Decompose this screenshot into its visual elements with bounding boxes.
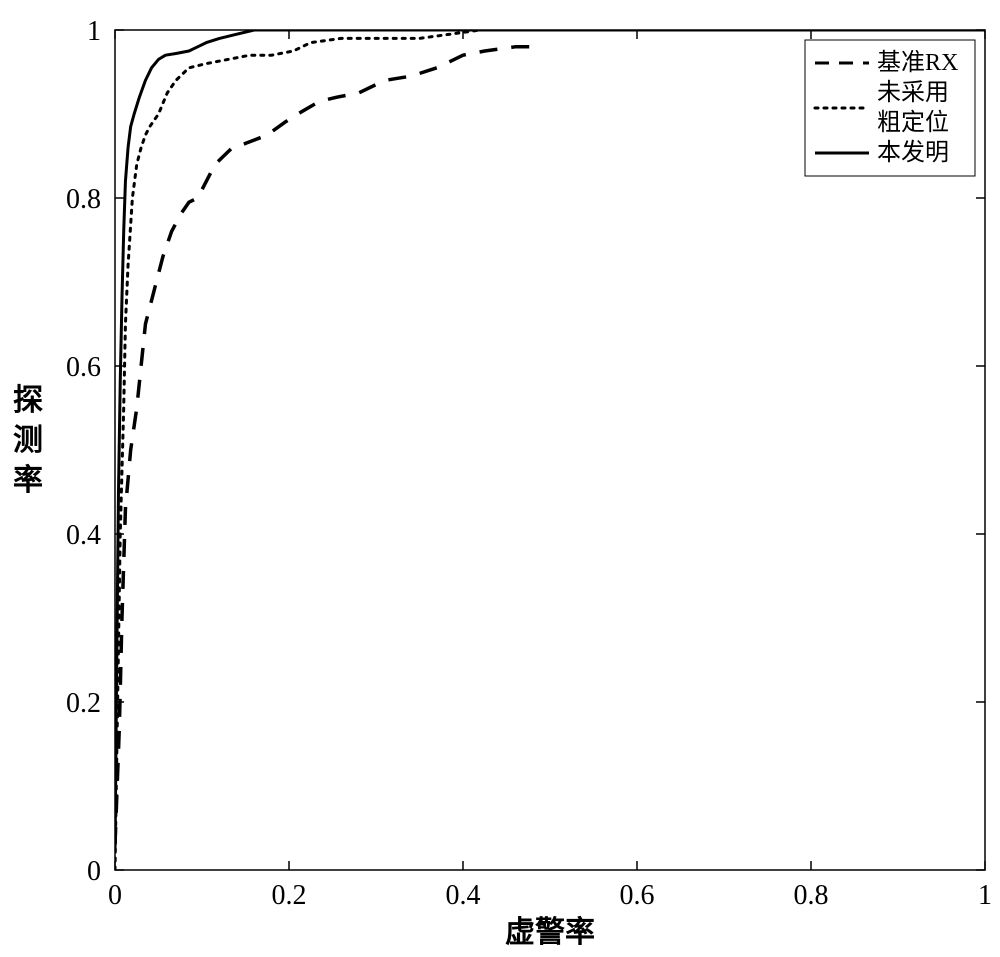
roc-chart: 0 0.2 0.4 0.6 0.8 1 0 0.2 0.4 0.6 0.8 1 虚警率 探测率 基准RX 未采…: [0, 0, 1000, 957]
legend-label: 未采用: [877, 79, 949, 106]
legend-label: 粗定位: [877, 109, 949, 136]
svg-text:0.8: 0.8: [794, 880, 829, 911]
svg-text:0: 0: [87, 856, 101, 887]
svg-text:0.2: 0.2: [272, 880, 307, 911]
chart-svg: 0 0.2 0.4 0.6 0.8 1 0 0.2 0.4 0.6 0.8 1 虚警率 探测率 基准RX 未采…: [0, 0, 1000, 957]
svg-text:0.4: 0.4: [446, 880, 481, 911]
svg-text:0.4: 0.4: [66, 520, 101, 551]
svg-text:0.8: 0.8: [66, 184, 101, 215]
svg-text:1: 1: [87, 16, 101, 47]
y-axis-label-char: 探: [13, 384, 43, 417]
svg-text:0.2: 0.2: [66, 688, 101, 719]
legend-label: 基准RX: [877, 49, 958, 76]
svg-text:0.6: 0.6: [66, 352, 101, 383]
svg-text:0.6: 0.6: [620, 880, 655, 911]
x-axis-label: 虚警率: [505, 915, 595, 949]
legend-label: 本发明: [877, 139, 949, 166]
y-axis-label-char: 率: [13, 464, 43, 497]
y-axis-label-char: 测: [13, 424, 43, 457]
svg-text:0: 0: [108, 880, 122, 911]
svg-text:1: 1: [978, 880, 992, 911]
